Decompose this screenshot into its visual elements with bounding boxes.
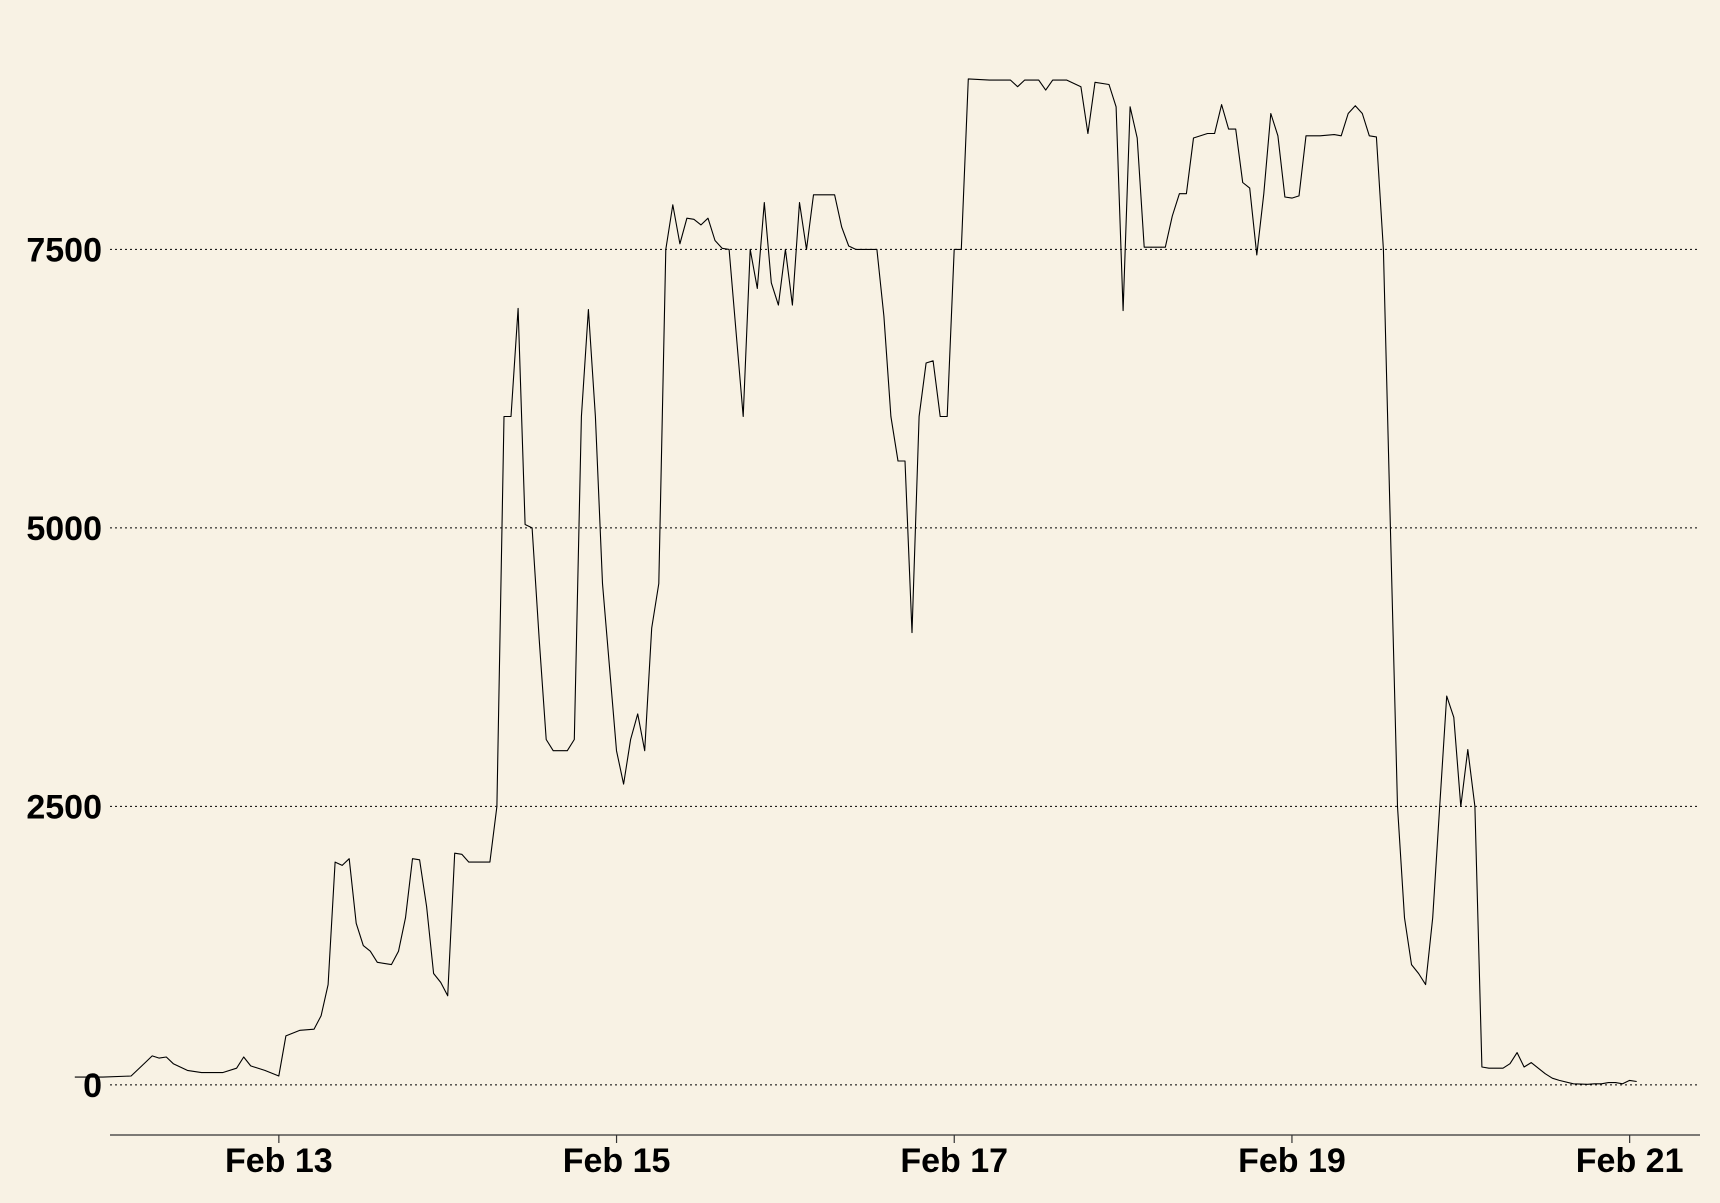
x-tick-label: Feb 15 [563,1142,671,1180]
series-line [74,78,1637,1085]
y-axis-ticks: 0 2500 5000 7500 [26,231,102,1104]
x-tick-label: Feb 17 [900,1142,1008,1180]
y-tick-label: 5000 [26,510,102,548]
y-tick-label: 2500 [26,788,102,826]
gridlines [110,248,1700,1086]
y-tick-label: 0 [83,1067,102,1105]
x-tick-label: Feb 19 [1238,1142,1346,1180]
series-group [74,78,1637,1085]
x-tick-label: Feb 13 [225,1142,333,1180]
x-axis: Feb 13 Feb 15 Feb 17 Feb 19 Feb 21 [110,1134,1700,1180]
y-tick-label: 7500 [26,231,102,269]
x-tick-label: Feb 21 [1576,1142,1684,1180]
